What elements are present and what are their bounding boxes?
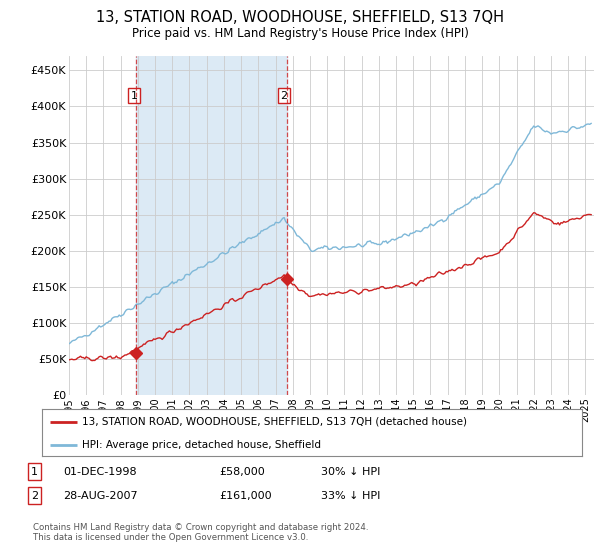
Text: 2: 2 xyxy=(31,491,38,501)
Text: £58,000: £58,000 xyxy=(219,466,265,477)
Bar xyxy=(136,56,287,395)
Text: 01-DEC-1998: 01-DEC-1998 xyxy=(63,466,137,477)
Text: 13, STATION ROAD, WOODHOUSE, SHEFFIELD, S13 7QH (detached house): 13, STATION ROAD, WOODHOUSE, SHEFFIELD, … xyxy=(83,417,467,427)
Text: Price paid vs. HM Land Registry's House Price Index (HPI): Price paid vs. HM Land Registry's House … xyxy=(131,27,469,40)
Text: 2: 2 xyxy=(281,91,287,101)
Text: 33% ↓ HPI: 33% ↓ HPI xyxy=(321,491,380,501)
Text: 1: 1 xyxy=(130,91,137,101)
Text: £161,000: £161,000 xyxy=(219,491,272,501)
Text: Contains HM Land Registry data © Crown copyright and database right 2024.
This d: Contains HM Land Registry data © Crown c… xyxy=(33,523,368,543)
Text: 30% ↓ HPI: 30% ↓ HPI xyxy=(321,466,380,477)
Text: HPI: Average price, detached house, Sheffield: HPI: Average price, detached house, Shef… xyxy=(83,440,322,450)
Text: 28-AUG-2007: 28-AUG-2007 xyxy=(63,491,137,501)
Text: 1: 1 xyxy=(31,466,38,477)
Text: 13, STATION ROAD, WOODHOUSE, SHEFFIELD, S13 7QH: 13, STATION ROAD, WOODHOUSE, SHEFFIELD, … xyxy=(96,10,504,25)
